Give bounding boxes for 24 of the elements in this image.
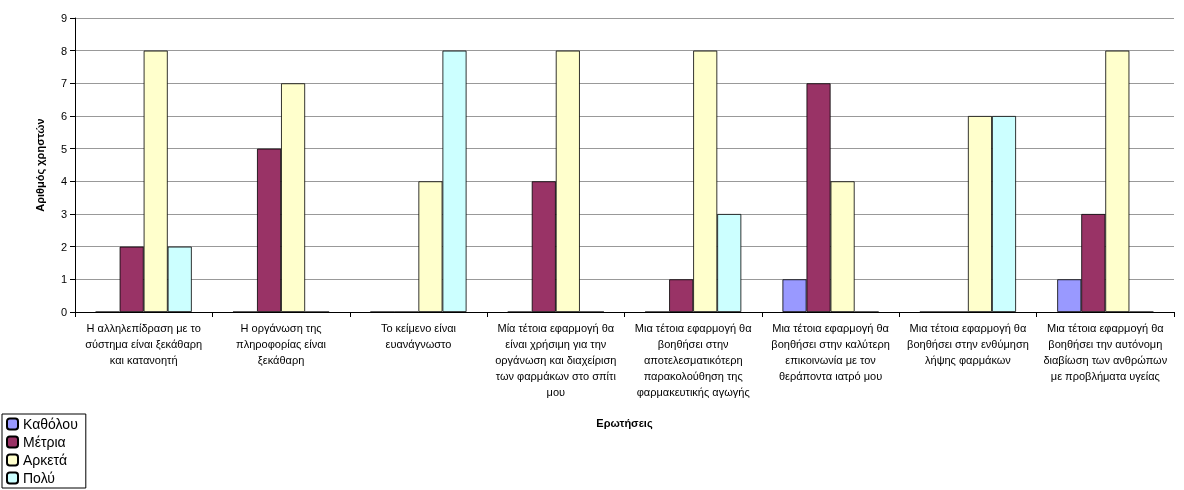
y-tick-label: 8 [60, 44, 67, 57]
x-tick-label: Μια τέτοια εφαρμογή θα βοηθήσει στην ενθύμηση λήψης φαρμάκων [907, 322, 1029, 366]
y-tick-label: 1 [60, 273, 67, 286]
y-tick-label: 5 [60, 142, 67, 155]
legend-label: Πολύ [23, 470, 55, 486]
y-axis-title: Αριθμός χρηστών [33, 118, 47, 212]
y-tick-label: 2 [60, 240, 67, 253]
y-tick-label: 0 [60, 306, 67, 318]
x-tick-label: Μια τέτοια εφαρμογή θα βοηθήσει στην καλύτερη επικοινωνία με τον θεράποντα ιατρό μου [771, 322, 890, 382]
y-tick-label: 3 [60, 208, 67, 220]
y-tick-label: 6 [60, 110, 67, 122]
x-axis-title: Ερωτήσεις [596, 416, 653, 430]
x-tick-label: Η οργάνωση της πληροφορίας είναι ξεκάθαρη [236, 322, 327, 366]
legend-label: Αρκετά [23, 452, 67, 468]
x-tick-label: Μια τέτοια εφαρμογή θα βοηθήσει την αυτόνομη διαβίωση των ανθρώπων με προβλήματα υγείας [1043, 322, 1168, 382]
y-tick-label: 9 [60, 12, 67, 24]
x-tick-label: Το κείμενο είναι ευανάγνωστο [380, 322, 457, 350]
x-tick-label: Μια τέτοια εφαρμογή θα βοηθήσει στην αποτελεσματικότερη παρακολούθηση της φαρμακευτικής αγωγής [634, 322, 753, 398]
y-tick-label: 7 [60, 77, 67, 90]
legend-label: Καθόλου [23, 416, 78, 432]
x-tick-label: Η αλληλεπίδραση με το σύστημα είναι ξεκάθαρη και κατανοητή [85, 322, 203, 366]
y-tick-label: 4 [60, 175, 67, 188]
legend-label: Μέτρια [23, 434, 66, 450]
x-tick-label: Μία τέτοια εφαρμογή θα είναι χρήσιμη για την οργάνωση και διαχείριση των φαρμάκων στο σπίτι μου [495, 322, 617, 398]
